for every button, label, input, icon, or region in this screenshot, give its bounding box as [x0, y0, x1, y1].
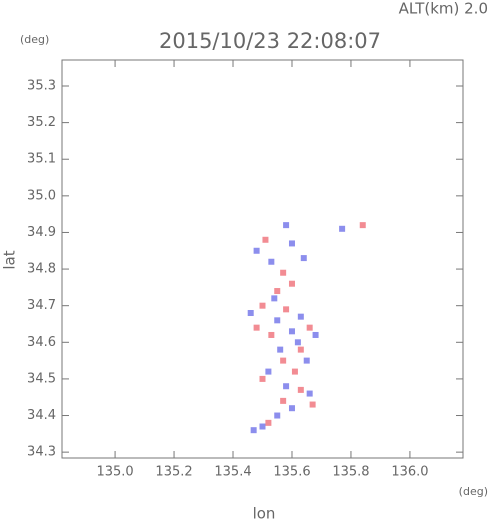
echo-pixel: [268, 331, 275, 338]
y-tick-label: 34.5: [27, 371, 56, 386]
echo-pixel: [259, 375, 266, 382]
y-tick-label: 35.0: [27, 188, 56, 203]
echo-pixel: [268, 258, 275, 265]
echo-pixel: [291, 368, 298, 375]
y-tick-label: 34.9: [27, 225, 56, 240]
echo-pixel: [359, 222, 366, 229]
echo-pixel: [280, 357, 287, 364]
echo-pixel: [253, 324, 260, 331]
y-axis-label: lat: [1, 250, 19, 269]
x-tick-label: 135.4: [214, 465, 251, 480]
altitude-label: ALT(km) 2.0: [399, 0, 488, 18]
echo-pixel: [274, 317, 281, 324]
echo-pixel: [265, 419, 272, 426]
echo-pixel: [288, 240, 295, 247]
echo-pixel: [339, 225, 346, 232]
y-tick-label: 34.4: [27, 408, 56, 423]
y-tick-label: 35.2: [27, 115, 56, 130]
echo-pixel: [297, 346, 304, 353]
echo-pixel: [288, 405, 295, 412]
y-tick-label: 34.6: [27, 335, 56, 350]
echo-pixel: [250, 427, 257, 434]
echo-pixel: [280, 269, 287, 276]
echo-pixel: [297, 313, 304, 320]
echo-pixel: [262, 236, 269, 243]
echo-pixel: [283, 306, 290, 313]
echo-pixel: [303, 357, 310, 364]
y-tick-label: 35.3: [27, 78, 56, 93]
echo-pixel: [288, 328, 295, 335]
echo-pixel: [309, 401, 316, 408]
y-tick-label: 34.8: [27, 262, 56, 277]
chart-title: 2015/10/23 22:08:07: [159, 29, 381, 53]
echo-pixel: [300, 255, 307, 262]
echo-pixel: [306, 324, 313, 331]
y-tick-label: 34.3: [27, 445, 56, 460]
echo-pixel: [306, 390, 313, 397]
echo-pixel: [312, 331, 319, 338]
echo-pixel: [283, 383, 290, 390]
x-tick-label: 135.0: [96, 465, 133, 480]
y-unit: (deg): [20, 33, 49, 46]
echo-pixel: [259, 423, 266, 430]
plot-frame: [61, 59, 464, 459]
x-unit: (deg): [459, 485, 488, 498]
echo-pixel: [274, 412, 281, 419]
y-tick-label: 35.1: [27, 152, 56, 167]
echo-pixel: [288, 280, 295, 287]
x-tick-label: 135.6: [273, 465, 310, 480]
echo-pixel: [271, 295, 278, 302]
x-axis-label: lon: [253, 505, 276, 522]
echo-pixel: [274, 288, 281, 295]
x-tick-label: 135.8: [332, 465, 369, 480]
x-tick-label: 136.0: [391, 465, 428, 480]
echo-pixel: [280, 397, 287, 404]
y-tick-label: 34.7: [27, 298, 56, 313]
echo-pixel: [265, 368, 272, 375]
echo-pixel: [283, 222, 290, 229]
echo-pixel: [253, 247, 260, 254]
echo-pixel: [297, 386, 304, 393]
echo-pixel: [247, 310, 254, 317]
echo-pixel: [259, 302, 266, 309]
x-tick-label: 135.2: [155, 465, 192, 480]
echo-pixel: [277, 346, 284, 353]
echo-pixel: [294, 339, 301, 346]
